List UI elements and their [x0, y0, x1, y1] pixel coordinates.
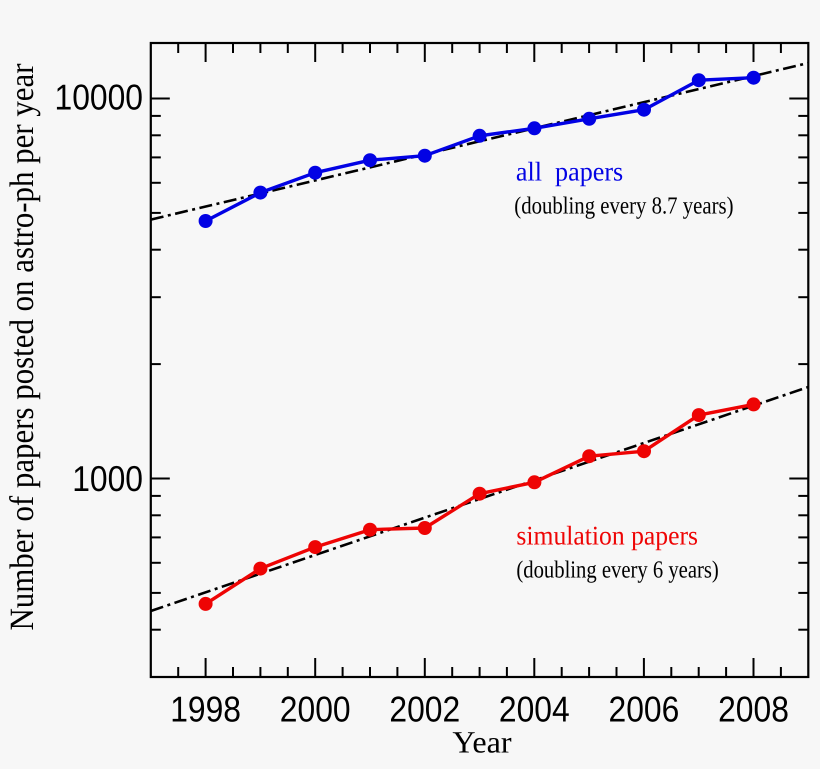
svg-text:1000: 1000: [72, 458, 143, 499]
svg-text:(doubling every 6 years): (doubling every 6 years): [516, 556, 718, 583]
svg-text:2000: 2000: [280, 689, 351, 730]
svg-text:2004: 2004: [499, 689, 570, 730]
svg-text:2002: 2002: [389, 689, 460, 730]
svg-text:all papers: all papers: [516, 157, 623, 187]
svg-text:Number of papers posted on ast: Number of papers posted on astro-ph per …: [4, 63, 41, 631]
svg-text:2006: 2006: [608, 689, 679, 730]
svg-text:simulation papers: simulation papers: [516, 521, 698, 551]
svg-text:10000: 10000: [55, 77, 143, 118]
svg-text:(doubling every 8.7 years): (doubling every 8.7 years): [514, 193, 733, 220]
svg-text:Year: Year: [452, 725, 512, 760]
svg-text:2008: 2008: [718, 689, 789, 730]
svg-text:1998: 1998: [170, 689, 241, 730]
